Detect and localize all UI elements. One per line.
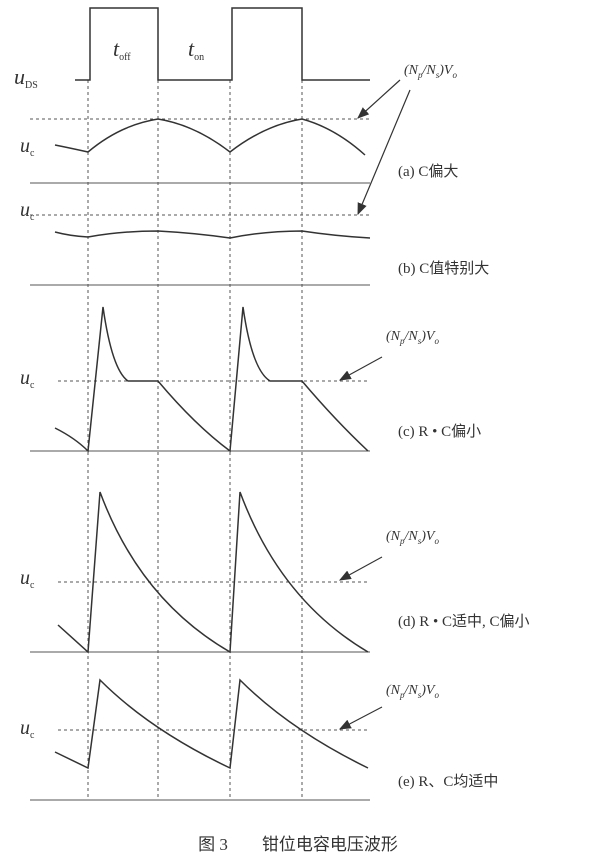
reference-text: /N	[404, 329, 419, 344]
panel-e	[30, 678, 370, 801]
signal-label: toff	[113, 36, 131, 63]
signal-label: uDS	[14, 64, 38, 91]
subscript: off	[119, 52, 131, 63]
panel-d	[30, 491, 370, 654]
subscript: s	[418, 536, 422, 546]
reference-label: (Np/Ns)Vo	[386, 683, 439, 700]
subscript: s	[418, 336, 422, 346]
signal-label: uc	[20, 199, 35, 223]
panel-a	[30, 118, 370, 184]
subscript: c	[30, 580, 35, 591]
subscript: c	[30, 730, 35, 741]
subscript: c	[30, 212, 35, 223]
uds-wave	[75, 7, 370, 81]
figure-caption: 图 3 钳位电容电压波形	[198, 835, 398, 854]
panel-b	[30, 214, 371, 286]
reference-text: (N	[386, 329, 401, 344]
subscript: o	[434, 536, 439, 546]
reference-text: )V	[420, 529, 436, 544]
panel-caption: (d) R • C适中, C偏小	[398, 613, 530, 630]
subscript: c	[30, 380, 35, 391]
signal-label: ton	[188, 36, 204, 63]
subscript: p	[399, 536, 405, 546]
subscript: s	[418, 690, 422, 700]
reference-text: )V	[438, 63, 454, 78]
panel-c	[30, 306, 370, 453]
reference-text: )V	[420, 329, 436, 344]
signal-label: uc	[20, 567, 35, 591]
signal-label: uc	[20, 717, 35, 741]
symbol: t	[188, 36, 195, 61]
symbol: u	[20, 135, 30, 157]
symbol: u	[20, 567, 30, 589]
reference-text: (N	[404, 63, 419, 78]
reference-label: (Np/Ns)Vo	[404, 63, 457, 80]
subscript: c	[30, 148, 35, 159]
reference-text: (N	[386, 683, 401, 698]
panel-caption: (a) C偏大	[398, 163, 458, 180]
reference-label: (Np/Ns)Vo	[386, 529, 439, 546]
subscript: on	[194, 52, 204, 63]
panel-caption: (c) R • C偏小	[398, 423, 481, 440]
symbol: u	[14, 64, 25, 89]
subscript: o	[434, 690, 439, 700]
subscript: p	[399, 690, 405, 700]
arrows	[338, 79, 411, 730]
subscript: p	[417, 70, 423, 80]
subscript: p	[399, 336, 405, 346]
symbol: u	[20, 367, 30, 389]
panel-caption: (e) R、C均适中	[398, 773, 498, 790]
vertical-guides	[87, 80, 303, 800]
reference-text: )V	[420, 683, 436, 698]
signal-label: uc	[20, 367, 35, 391]
reference-text: /N	[404, 683, 419, 698]
reference-text: /N	[404, 529, 419, 544]
symbol: t	[113, 36, 120, 61]
symbol: u	[20, 717, 30, 739]
reference-text: (N	[386, 529, 401, 544]
signal-label: uc	[20, 135, 35, 159]
subscript: o	[452, 70, 457, 80]
panel-caption: (b) C值特别大	[398, 260, 489, 277]
reference-text: /N	[422, 63, 437, 78]
reference-label: (Np/Ns)Vo	[386, 329, 439, 346]
subscript: o	[434, 336, 439, 346]
subscript: s	[436, 70, 440, 80]
subscript: DS	[25, 80, 38, 91]
symbol: u	[20, 199, 30, 221]
